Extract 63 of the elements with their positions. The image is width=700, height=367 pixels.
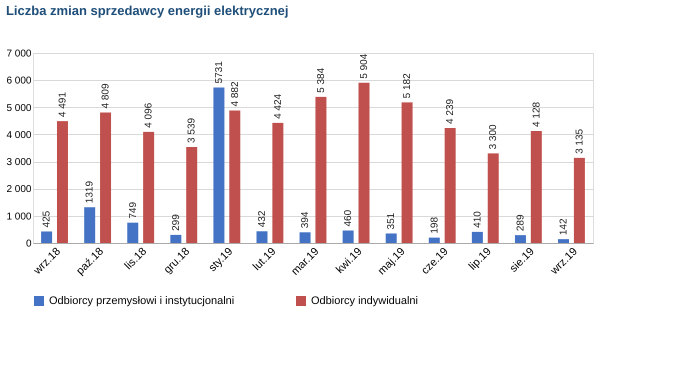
data-label: 749 (128, 202, 139, 219)
data-label: 5 384 (316, 67, 327, 93)
bar (358, 82, 370, 243)
data-label: 4 809 (100, 83, 112, 108)
bar (213, 87, 224, 243)
bar (530, 130, 542, 243)
bar (127, 222, 138, 243)
bar (315, 96, 326, 243)
data-label: 3 539 (186, 117, 198, 143)
y-tick-label: 5 000 (6, 102, 32, 114)
data-label: 351 (386, 212, 398, 230)
bar (170, 234, 182, 243)
bar (574, 158, 585, 243)
bar (41, 231, 52, 243)
bar (428, 238, 440, 243)
data-label: 394 (300, 211, 312, 228)
data-label: 4 491 (57, 92, 68, 118)
bar (100, 112, 112, 243)
data-label: 460 (343, 209, 354, 227)
y-tick-label: 1 000 (6, 211, 32, 222)
bar (300, 232, 311, 243)
data-label: 142 (558, 218, 570, 236)
legend-label: Odbiorcy przemysłowi i instytucjonalni (49, 295, 234, 307)
chart-title: Liczba zmian sprzedawcy energii elektrycznej (6, 3, 288, 18)
data-label: 1319 (84, 180, 96, 204)
bar (56, 121, 68, 243)
data-label: 425 (42, 210, 53, 228)
data-label: 4 239 (445, 98, 456, 124)
bar (444, 128, 456, 243)
data-label: 4 096 (144, 102, 155, 128)
data-label: 410 (472, 210, 484, 228)
data-label: 4 424 (272, 93, 284, 119)
y-tick-label: 6 000 (6, 76, 32, 87)
y-tick-label: 7 000 (6, 48, 32, 60)
data-label: 5 182 (402, 72, 414, 98)
data-label: 198 (429, 216, 440, 234)
y-tick-label: 0 (26, 238, 32, 250)
bar (229, 110, 240, 243)
bar (472, 232, 483, 243)
data-label: 299 (170, 214, 182, 231)
bar (143, 132, 154, 243)
legend-label: Odbiorcy indywidualni (311, 295, 418, 307)
bar (402, 102, 413, 243)
bar (386, 233, 397, 243)
bar (488, 153, 499, 243)
data-label: 4 128 (531, 101, 542, 127)
data-label: 289 (515, 214, 526, 232)
bar (342, 230, 354, 243)
y-tick-label: 2 000 (6, 184, 32, 196)
data-label: 4 882 (230, 81, 241, 106)
data-label: 3 135 (574, 128, 586, 154)
data-label: 432 (256, 210, 268, 228)
bar (256, 231, 268, 243)
y-tick-label: 4 000 (6, 130, 32, 141)
data-label: 5 904 (359, 53, 370, 79)
bar (558, 239, 570, 243)
bar (514, 235, 526, 243)
bar (186, 146, 198, 243)
data-label: 5731 (214, 60, 225, 84)
bar (272, 122, 284, 243)
bar (84, 207, 96, 243)
y-tick-label: 3 000 (6, 157, 32, 168)
data-label: 3 300 (488, 124, 500, 150)
